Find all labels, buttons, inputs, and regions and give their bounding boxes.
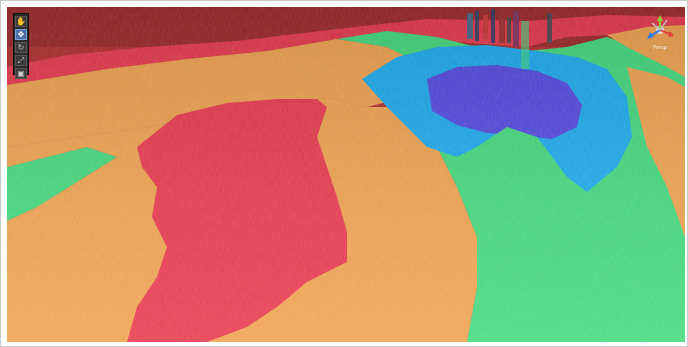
gizmo-projection-label[interactable]: Persp bbox=[653, 45, 667, 51]
scene-tools-toolbar: ✋ ✥ ↻ ⤢ ▣ bbox=[13, 13, 29, 79]
terrain-render bbox=[7, 7, 685, 342]
scene-viewport[interactable]: ✋ ✥ ↻ ⤢ ▣ Persp bbox=[7, 7, 685, 342]
rotate-tool[interactable]: ↻ bbox=[15, 42, 27, 53]
gizmo-axes-icon bbox=[647, 15, 674, 39]
hand-tool[interactable]: ✋ bbox=[15, 16, 27, 27]
rect-tool[interactable]: ▣ bbox=[15, 68, 27, 79]
move-tool[interactable]: ✥ bbox=[15, 29, 27, 40]
orientation-gizmo[interactable]: Persp bbox=[645, 15, 675, 55]
scale-tool[interactable]: ⤢ bbox=[15, 55, 27, 66]
